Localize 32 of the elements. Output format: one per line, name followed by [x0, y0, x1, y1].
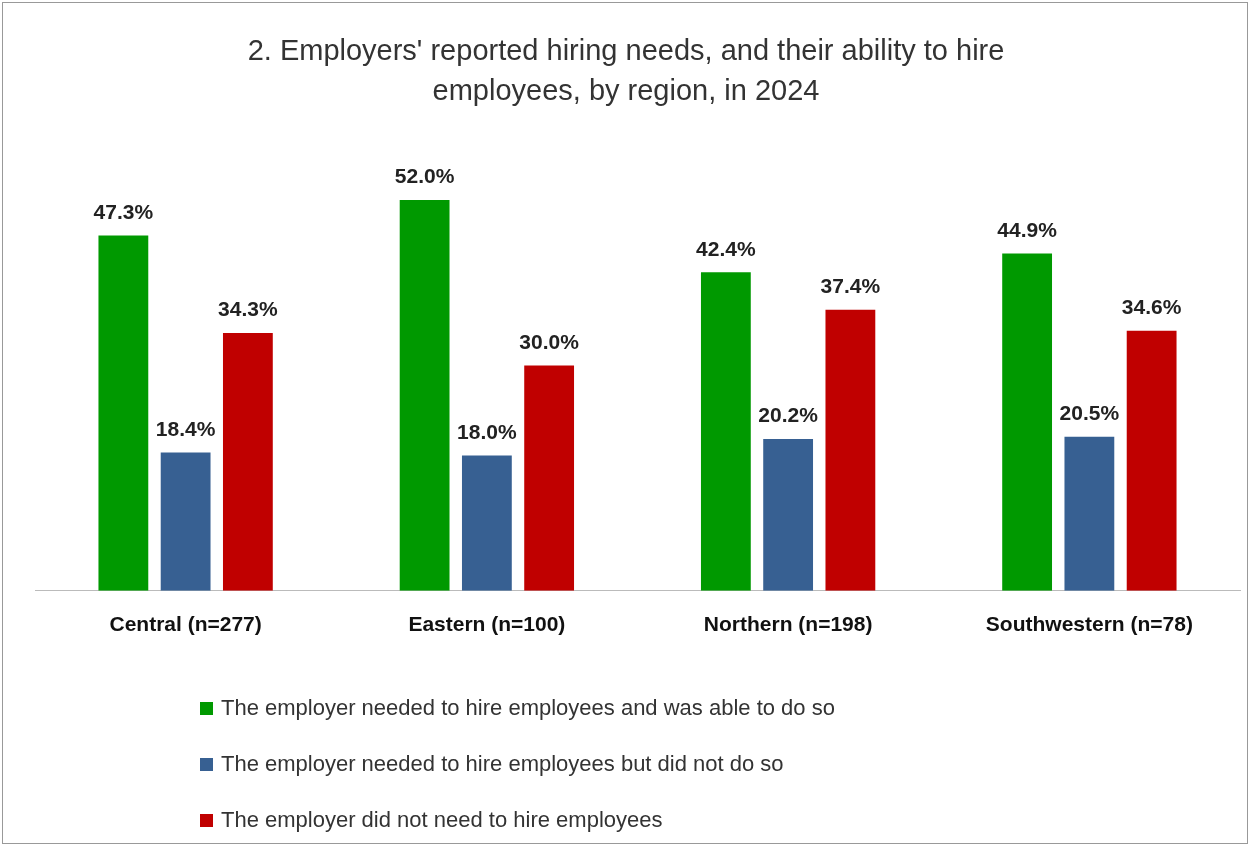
- data-label: 18.4%: [155, 416, 216, 440]
- x-tick-label: Southwestern (n=78): [985, 612, 1193, 636]
- bar: [1064, 436, 1115, 591]
- data-label: 30.0%: [519, 329, 580, 353]
- bar: [222, 333, 273, 591]
- data-label: 47.3%: [93, 199, 154, 223]
- bar: [98, 235, 149, 591]
- bar: [1126, 330, 1177, 591]
- x-tick-label: Eastern (n=100): [408, 612, 566, 636]
- data-label: 37.4%: [820, 274, 881, 298]
- bar: [700, 272, 751, 591]
- bar: [461, 455, 512, 591]
- legend-label: The employer did not need to hire employees: [221, 807, 663, 833]
- bar: [763, 439, 814, 591]
- data-label: 18.0%: [457, 419, 517, 443]
- chart-title: 2. Employers' reported hiring needs, and their ability to hire employees, by region, in 2024: [246, 33, 1006, 108]
- data-label: 44.9%: [997, 217, 1058, 241]
- x-tick-label: Northern (n=198): [703, 612, 873, 636]
- bar: [524, 365, 575, 591]
- data-label: 34.3%: [218, 297, 278, 321]
- bar: [1002, 253, 1053, 591]
- data-label: 52.0%: [394, 164, 455, 188]
- legend-label: The employer needed to hire employees and was able to do so: [221, 695, 835, 721]
- data-label: 42.4%: [696, 236, 756, 260]
- legend-label: The employer needed to hire employees but did not do so: [221, 751, 784, 777]
- data-label: 34.6%: [1121, 295, 1182, 319]
- bar: [825, 309, 876, 591]
- data-label: 20.5%: [1059, 401, 1120, 425]
- x-tick-label: Central (n=277): [109, 612, 262, 636]
- bar: [160, 452, 211, 591]
- bar: [399, 200, 450, 591]
- data-label: 20.2%: [758, 403, 819, 427]
